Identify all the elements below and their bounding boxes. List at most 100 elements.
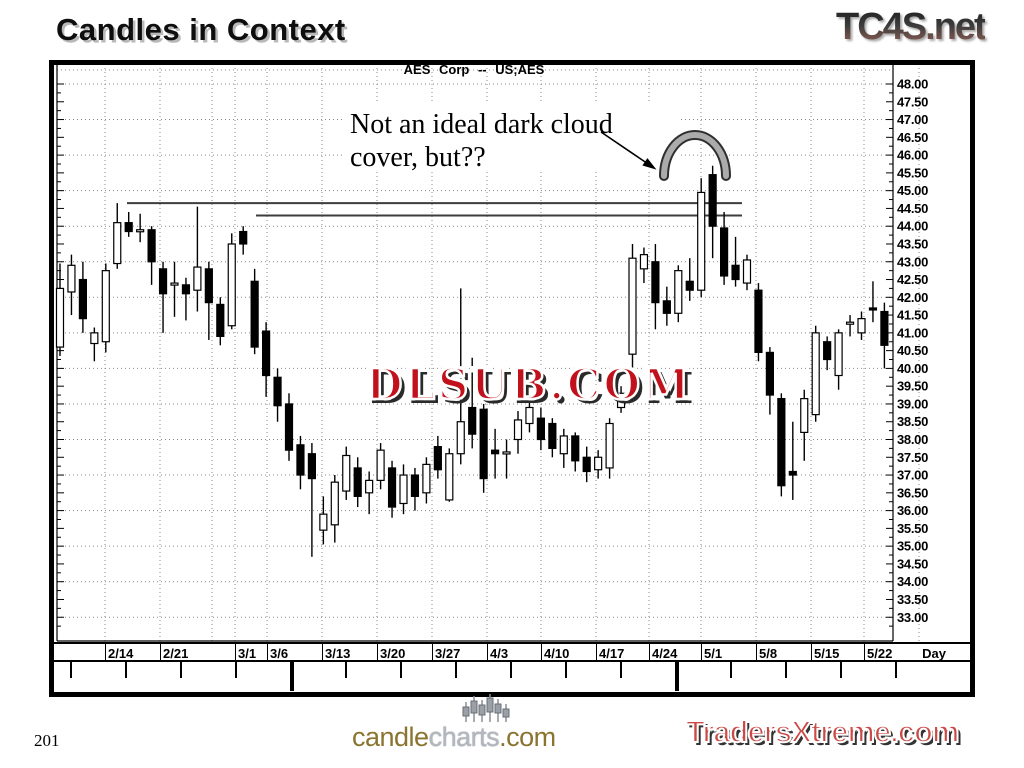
x-axis-divider (596, 644, 597, 660)
candle (548, 418, 557, 458)
x-axis-divider (377, 644, 378, 660)
x-axis-divider (649, 644, 650, 660)
candle (605, 418, 614, 479)
candle (834, 329, 843, 390)
y-tick-label: 38.00 (897, 432, 928, 447)
x-tick-label: 4/3 (490, 646, 509, 661)
x-tick-label: 3/27 (435, 646, 461, 661)
candle (124, 211, 133, 237)
candle (410, 467, 420, 511)
candle (777, 393, 786, 497)
candle (433, 435, 442, 479)
candle (754, 283, 763, 362)
y-tick-label: 47.50 (897, 94, 928, 109)
candle (319, 496, 328, 545)
candle (719, 211, 729, 285)
candle (387, 460, 397, 518)
y-tick-label: 35.00 (897, 539, 928, 554)
x-axis-day-label: Day (922, 646, 946, 661)
candle (479, 403, 488, 493)
volume-tick (510, 662, 512, 678)
y-tick-label: 40.00 (897, 361, 928, 376)
y-tick-label: 36.00 (897, 503, 928, 518)
candle (227, 233, 236, 330)
volume-tick (125, 662, 127, 678)
x-tick-label: 5/15 (814, 646, 840, 661)
y-tick-label: 35.50 (897, 521, 928, 536)
candle (765, 347, 775, 415)
y-tick-label: 45.50 (897, 165, 928, 180)
candle (513, 411, 523, 454)
candle (101, 263, 110, 353)
candlecharts-logo: candlecharts.com (352, 694, 612, 756)
volume-tick (620, 662, 622, 678)
candle (491, 428, 500, 479)
y-tick-label: 33.50 (897, 592, 928, 607)
candle (422, 457, 431, 504)
candle (181, 277, 191, 321)
candle (616, 386, 626, 413)
y-tick-label: 46.00 (897, 148, 928, 163)
candle (880, 302, 889, 369)
y-tick-label: 45.00 (897, 183, 928, 198)
y-tick-label: 48.00 (897, 77, 928, 92)
volume-tick (400, 662, 402, 678)
candle (365, 471, 374, 515)
candle (55, 263, 65, 356)
candle (845, 315, 855, 337)
chart-frame (49, 60, 975, 697)
y-tick-label: 43.00 (897, 254, 928, 269)
candle (536, 407, 546, 451)
x-tick-label: 3/6 (270, 646, 289, 661)
candle (857, 311, 866, 340)
y-tick-label: 39.00 (897, 396, 928, 411)
volume-tick (70, 662, 72, 678)
price-axis-labels: 48.00 47.50 47.00 46.50 46.00 45.50 45.00 44.50… (897, 77, 928, 625)
candle (685, 258, 694, 301)
x-tick-label: 2/21 (163, 646, 189, 661)
volume-tick (675, 662, 679, 691)
volume-tick (785, 662, 787, 678)
x-axis-divider (487, 644, 488, 660)
page-title: Candles in Context (56, 12, 346, 47)
volume-tick (180, 662, 182, 678)
candle (90, 327, 99, 362)
candle (868, 281, 878, 323)
y-tick-label: 44.00 (897, 219, 928, 234)
chart-title: AES Corp -- US;AES (403, 62, 545, 77)
y-tick-label: 47.00 (897, 112, 928, 127)
volume-tick (730, 662, 732, 678)
candle (284, 393, 294, 461)
annotation-line-2: cover, but?? (350, 142, 486, 173)
candle (582, 446, 591, 483)
candle (67, 254, 76, 316)
tc4s-watermark: TC4S.net (836, 6, 987, 48)
y-tick-label: 40.50 (897, 343, 928, 358)
candle (170, 261, 179, 317)
price-axis (56, 65, 894, 642)
candle (147, 226, 156, 285)
candle (296, 435, 305, 490)
y-tick-label: 41.50 (897, 308, 928, 323)
y-tick-label: 37.00 (897, 468, 928, 483)
gridlines (57, 68, 920, 641)
x-tick-label: 4/24 (652, 646, 678, 661)
x-axis-divider (322, 644, 323, 660)
candle (742, 254, 752, 291)
x-axis-divider (105, 644, 106, 660)
candle (800, 389, 809, 461)
candle (651, 243, 660, 330)
candle (731, 236, 740, 287)
candle (330, 475, 339, 543)
dlsub-watermark: DLSUB.COM (365, 359, 693, 411)
candle (594, 450, 603, 479)
x-axis-divider (432, 644, 433, 660)
volume-tick (895, 662, 897, 678)
candle (697, 178, 706, 298)
x-tick-label: 4/10 (544, 646, 570, 661)
x-tick-label: 5/22 (867, 646, 893, 661)
candle (823, 336, 832, 371)
candle (811, 325, 820, 422)
y-tick-label: 37.50 (897, 450, 928, 465)
